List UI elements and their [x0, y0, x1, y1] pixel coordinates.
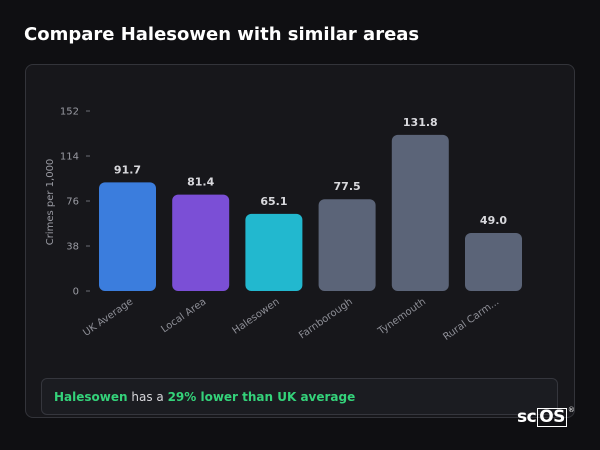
y-tick-label: 152: [60, 107, 79, 118]
bar-value-label: 65.1: [260, 195, 287, 208]
scos-logo: sc OS ®: [517, 406, 575, 427]
bars: [99, 134, 522, 291]
bar-farnborough: [318, 199, 376, 291]
x-tick-label: Local Area: [159, 296, 208, 335]
bar-value-label: 77.5: [334, 180, 361, 193]
y-axis: 0 38 76 114 152: [60, 107, 90, 298]
bar-tynemouth: [391, 134, 449, 291]
x-tick-label: Halesowen: [231, 296, 282, 336]
summary-text: has a: [127, 389, 168, 404]
x-tick-label: UK Average: [81, 296, 135, 338]
bar-value-label: 81.4: [187, 176, 214, 189]
comparison-summary: Halesowen has a 29% lower than UK averag…: [41, 378, 558, 415]
bar-rural-carm: [465, 232, 522, 291]
y-tick-label: 0: [73, 287, 79, 298]
x-axis-labels: UK Average Local Area Halesowen Farnborough…: [81, 296, 501, 342]
x-tick-label: Tynemouth: [375, 296, 428, 337]
y-axis-label: Crimes per 1,000: [45, 159, 56, 246]
bar-uk-average: [99, 182, 156, 291]
logo-boxed-text: OS: [537, 407, 567, 427]
x-tick-label: Rural Carm...: [441, 296, 501, 342]
y-tick-label: 38: [66, 242, 79, 253]
bar-value-label: 49.0: [480, 214, 507, 227]
logo-text: sc: [517, 407, 537, 427]
bar-value-label: 91.7: [114, 163, 141, 176]
page-title: Compare Halesowen with similar areas: [24, 24, 420, 45]
bar-halesowen: [245, 213, 303, 291]
y-tick-label: 76: [66, 197, 79, 208]
y-tick-label: 114: [60, 152, 79, 163]
bar-value-label: 131.8: [403, 116, 438, 129]
bar-local-area: [172, 194, 230, 291]
summary-comparison: 29% lower than UK average: [167, 389, 356, 404]
x-tick-label: Farnborough: [297, 296, 355, 341]
summary-area: Halesowen: [54, 389, 128, 404]
value-labels: 91.7 81.4 65.1 77.5 131.8 49.0: [114, 116, 507, 227]
registered-mark: ®: [567, 406, 575, 414]
